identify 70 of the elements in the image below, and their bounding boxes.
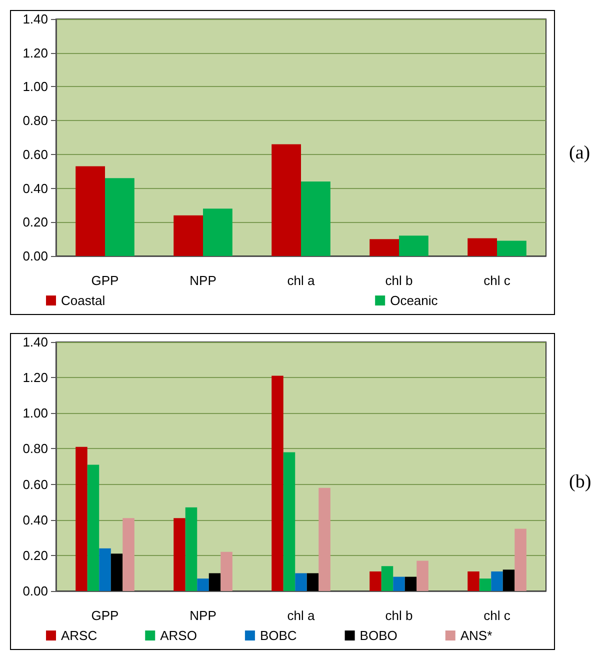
legend-label: BOBO [360,628,398,643]
y-tick-label: 0.00 [22,248,48,264]
bar [110,554,123,591]
y-tick-label: 0.20 [22,548,48,563]
x-tick-label: chl a [287,273,316,288]
bar [468,571,480,591]
bar [404,576,417,591]
bar [272,144,301,256]
x-tick-label: GPP [91,608,119,623]
bar [203,208,232,256]
x-tick-label: chl c [484,273,511,288]
y-tick-label: 0.60 [22,476,48,492]
bar [399,236,428,256]
bar [272,376,284,591]
y-tick-label: 0.80 [22,113,48,128]
legend-label: ARSO [160,628,197,643]
bar [416,560,428,591]
bar [174,518,186,591]
bar [76,446,88,591]
x-tick-label: chl b [385,273,413,288]
y-tick-label: 0.60 [22,146,48,162]
y-tick-label: 0.00 [22,584,48,598]
bar [301,182,330,256]
bar [87,464,100,591]
bar [318,488,330,591]
bar [381,566,394,591]
bar [306,573,319,591]
y-tick-label: 1.00 [22,79,48,94]
bar [491,571,503,591]
bar [283,452,296,591]
bar [174,215,203,256]
bar [208,573,221,591]
bar [105,178,134,256]
bar [99,548,111,591]
bar [479,578,492,591]
bar [370,239,399,256]
bar [370,571,382,591]
y-tick-label: 1.40 [22,12,48,26]
y-tick-label: 0.20 [22,214,48,230]
bar [502,570,515,591]
bar [295,573,307,591]
bar [122,518,134,591]
legend-label: Coastal [61,293,106,308]
legend-label: BOBC [260,628,297,643]
text: (b) [569,472,592,492]
text: (a) [569,142,590,164]
x-tick-label: chl b [385,608,413,623]
y-tick-label: 1.20 [22,45,48,60]
bar [220,552,232,591]
bar [197,578,209,591]
bar [497,240,526,256]
y-tick-label: 1.00 [22,406,48,421]
y-tick-label: 1.20 [22,370,48,386]
legend-label: ANS* [460,628,492,643]
legend-label: Oceanic [390,293,438,308]
bar [76,166,105,256]
bar [393,576,405,591]
y-tick-label: 0.40 [22,512,48,528]
legend-label: ARSC [61,628,98,643]
x-tick-label: GPP [91,273,119,288]
x-tick-label: chl a [287,608,316,623]
bar [514,528,526,591]
x-tick-label: NPP [190,273,216,288]
bar [468,238,497,256]
y-tick-label: 0.40 [22,180,48,196]
x-tick-label: NPP [190,608,216,623]
bar [185,507,198,591]
y-tick-label: 0.80 [22,441,48,456]
x-tick-label: chl c [484,608,511,623]
y-tick-label: 1.40 [22,334,48,350]
